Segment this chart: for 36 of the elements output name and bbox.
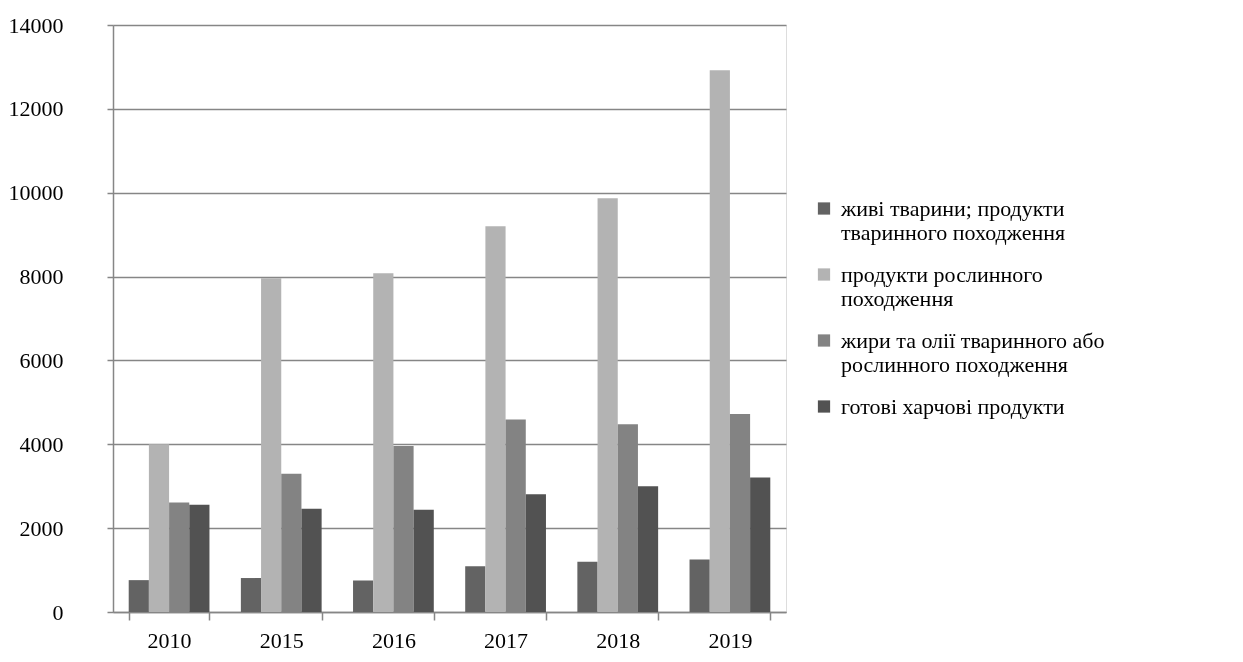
x-tick-label: 2010 (147, 627, 192, 653)
bar (148, 444, 170, 612)
y-tick-label: 2000 (19, 515, 64, 541)
bar (709, 70, 730, 612)
legend-label: готові харчові продукти (841, 393, 1065, 419)
bar (485, 226, 506, 612)
bar (353, 580, 374, 612)
bar (301, 508, 322, 612)
y-tick-label: 8000 (19, 264, 64, 290)
x-tick-label: 2018 (596, 627, 641, 653)
y-tick-label: 12000 (8, 96, 64, 122)
legend-label: живі тварини; продукти тваринного походження (840, 195, 1066, 245)
bar (261, 278, 282, 612)
x-tick-label: 2016 (371, 627, 416, 653)
bar (525, 494, 546, 612)
bar (413, 509, 434, 612)
bar (689, 559, 710, 612)
bar (465, 566, 486, 612)
bar (240, 578, 262, 612)
bar (597, 198, 618, 612)
x-tick-label: 2019 (708, 627, 753, 653)
y-tick-label: 14000 (8, 12, 64, 38)
y-tick-label: 6000 (19, 347, 64, 373)
y-tick-label: 0 (52, 599, 64, 625)
bar (637, 486, 659, 612)
bar (577, 561, 598, 612)
y-tick-label: 4000 (19, 431, 64, 457)
x-tick-label: 2017 (484, 627, 529, 653)
bar (750, 477, 771, 612)
legend-label: жири та олії тваринного або рослинного походження (840, 327, 1105, 377)
y-tick-label: 10000 (8, 180, 64, 206)
bar (373, 273, 394, 612)
x-tick-label: 2015 (259, 627, 304, 653)
bar (128, 580, 149, 612)
legend-label: продукти рослинного походження (841, 261, 1043, 311)
bar (189, 504, 210, 612)
